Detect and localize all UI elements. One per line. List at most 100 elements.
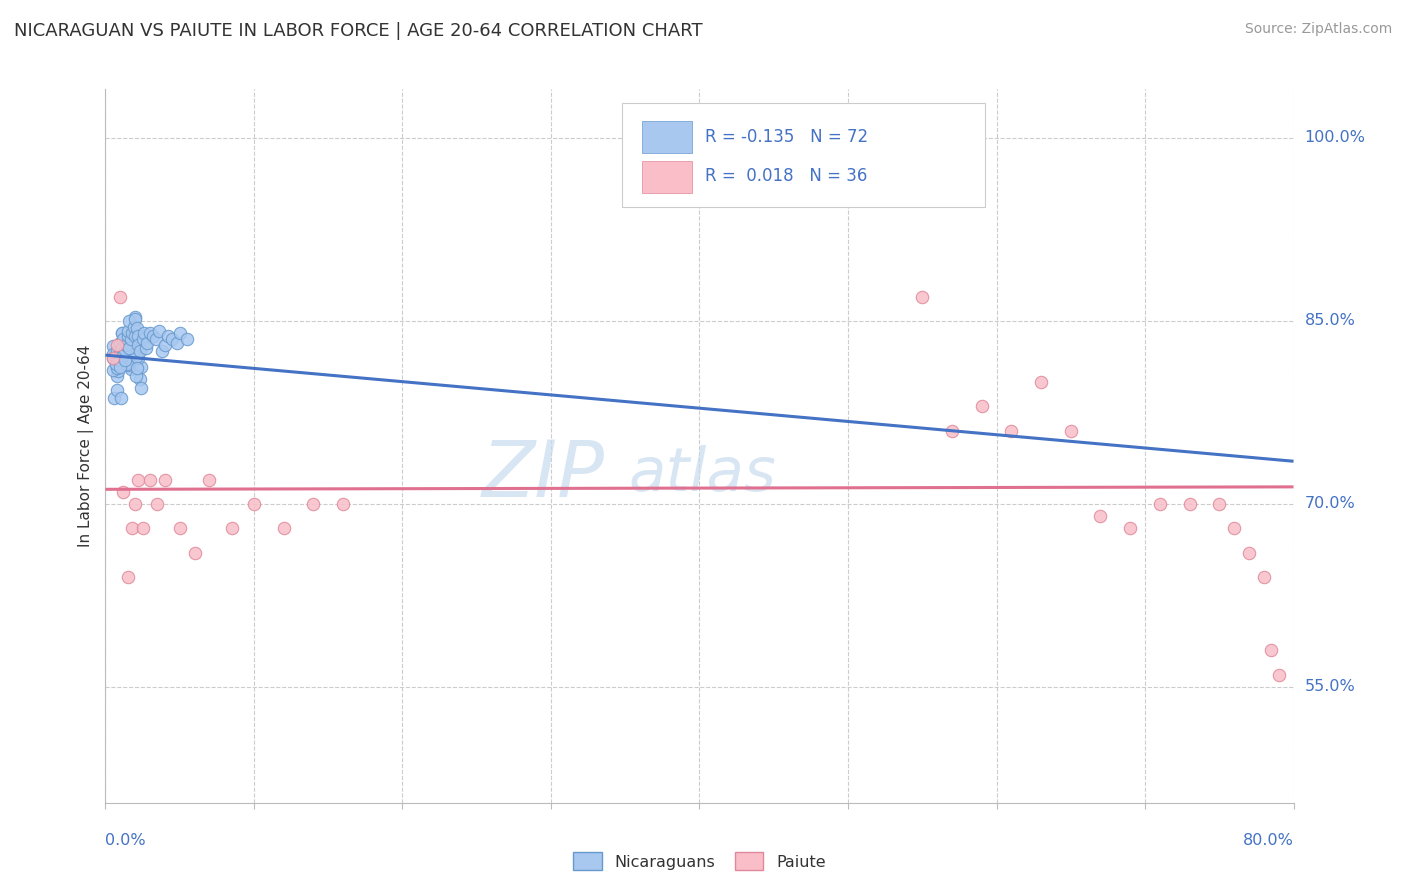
Point [101, 351, 124, 365]
Point [146, 497, 169, 511]
Point [111, 326, 134, 340]
FancyBboxPatch shape [623, 103, 984, 207]
Point [124, 497, 146, 511]
Point [118, 341, 141, 355]
Point [941, 424, 963, 438]
Point [127, 328, 149, 343]
Point [112, 332, 135, 346]
Point [1119, 521, 1142, 535]
Point [104, 357, 127, 371]
Point [111, 326, 134, 341]
Point [1149, 497, 1171, 511]
Point [121, 326, 143, 341]
Point [132, 326, 155, 341]
Text: R =  0.018   N = 36: R = 0.018 N = 36 [706, 168, 868, 186]
Point [1237, 546, 1260, 560]
Point [122, 320, 145, 334]
Point [105, 352, 128, 367]
Point [107, 363, 129, 377]
Text: 100.0%: 100.0% [1305, 130, 1365, 145]
Point [1253, 570, 1275, 584]
Point [120, 362, 142, 376]
Point [1000, 424, 1022, 438]
Point [101, 351, 124, 365]
Point [142, 328, 165, 343]
Point [970, 400, 993, 414]
Point [112, 348, 135, 362]
Text: 80.0%: 80.0% [1243, 833, 1294, 848]
Text: R = -0.135   N = 72: R = -0.135 N = 72 [706, 128, 869, 146]
Point [103, 363, 125, 377]
Point [111, 341, 134, 355]
Point [110, 335, 132, 350]
Point [114, 353, 136, 368]
Point [110, 344, 132, 359]
Point [136, 335, 159, 350]
Point [124, 328, 146, 343]
Point [127, 351, 149, 366]
Point [153, 473, 176, 487]
Text: 55.0%: 55.0% [1305, 680, 1355, 694]
Point [145, 332, 167, 346]
Text: NICARAGUAN VS PAIUTE IN LABOR FORCE | AGE 20-64 CORRELATION CHART: NICARAGUAN VS PAIUTE IN LABOR FORCE | AG… [14, 22, 703, 40]
Point [183, 546, 205, 560]
Text: atlas: atlas [628, 445, 776, 504]
Point [107, 369, 129, 384]
Point [105, 361, 128, 376]
Point [1223, 521, 1246, 535]
Point [135, 341, 157, 355]
Point [101, 346, 124, 360]
Point [105, 384, 128, 398]
Point [128, 372, 150, 386]
Y-axis label: In Labor Force | Age 20-64: In Labor Force | Age 20-64 [79, 345, 94, 547]
Point [118, 348, 141, 362]
Point [105, 344, 128, 359]
Point [198, 473, 221, 487]
Point [1267, 667, 1289, 681]
Point [129, 360, 152, 375]
Point [131, 332, 153, 346]
Point [117, 570, 139, 584]
Point [332, 497, 354, 511]
Point [125, 368, 148, 383]
Point [139, 473, 162, 487]
Point [1208, 497, 1230, 511]
Point [129, 381, 152, 395]
Point [139, 326, 162, 341]
Text: 85.0%: 85.0% [1305, 313, 1355, 328]
Point [120, 332, 142, 346]
Point [911, 289, 934, 303]
Text: ZIP: ZIP [481, 436, 605, 513]
Point [153, 338, 176, 352]
Point [148, 324, 170, 338]
Point [112, 484, 135, 499]
Point [243, 497, 266, 511]
Point [118, 314, 141, 328]
Legend: Nicaraguans, Paiute: Nicaraguans, Paiute [567, 846, 832, 877]
Point [115, 357, 138, 371]
Point [166, 335, 188, 350]
Text: Source: ZipAtlas.com: Source: ZipAtlas.com [1244, 22, 1392, 37]
FancyBboxPatch shape [643, 121, 692, 153]
Point [1090, 509, 1112, 524]
Text: 0.0%: 0.0% [105, 833, 146, 848]
Point [1029, 375, 1052, 389]
Point [127, 338, 149, 352]
Point [221, 521, 243, 535]
Point [110, 391, 132, 405]
Point [110, 289, 132, 303]
Point [124, 350, 146, 364]
Point [103, 391, 125, 405]
Point [128, 344, 150, 359]
Point [162, 332, 184, 346]
Point [156, 328, 179, 343]
Point [127, 361, 149, 376]
Point [118, 355, 141, 369]
Point [105, 338, 128, 352]
Point [169, 521, 191, 535]
Point [124, 310, 146, 324]
Point [117, 328, 139, 343]
Point [176, 332, 198, 346]
Point [273, 521, 295, 535]
Point [110, 352, 132, 367]
